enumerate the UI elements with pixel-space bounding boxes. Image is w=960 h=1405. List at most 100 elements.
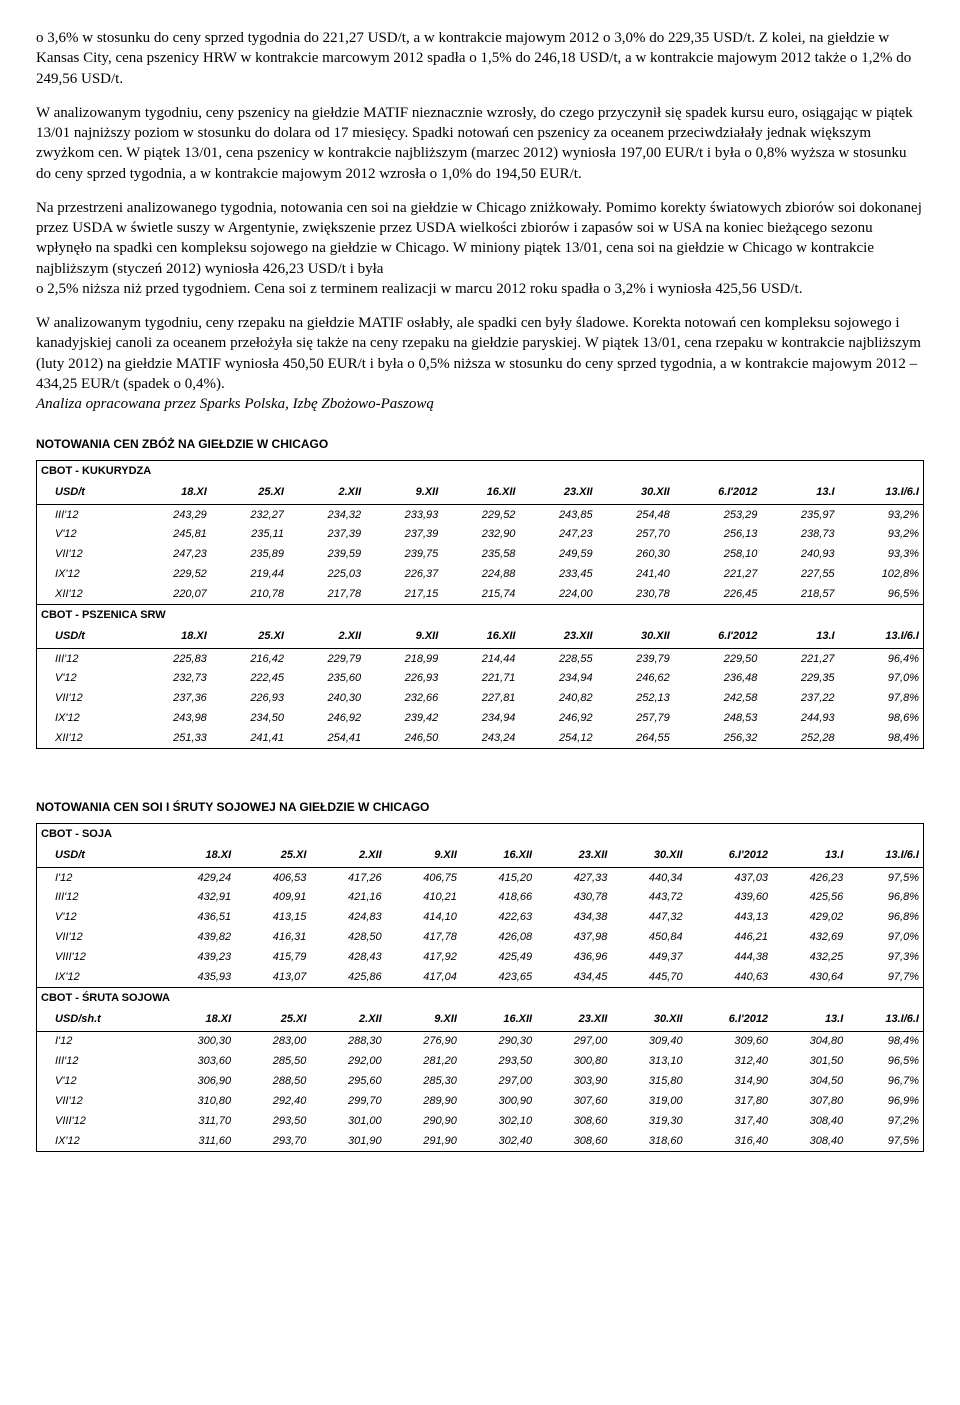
cell-value: 257,79: [597, 709, 674, 729]
cell-value: 235,97: [761, 505, 838, 525]
cell-value: 246,92: [519, 709, 596, 729]
cell-value: 447,32: [611, 908, 686, 928]
cell-value: 444,38: [687, 948, 772, 968]
cell-value: 417,92: [386, 948, 461, 968]
row-month: VII'12: [37, 928, 160, 948]
cell-value: 221,71: [442, 669, 519, 689]
table-row: III'12432,91409,91421,16410,21418,66430,…: [37, 888, 924, 908]
cell-value: 414,10: [386, 908, 461, 928]
cell-value: 225,83: [134, 649, 211, 669]
cell-value: 443,13: [687, 908, 772, 928]
cell-value: 293,70: [235, 1131, 310, 1151]
cell-value: 406,75: [386, 868, 461, 888]
cell-value: 291,90: [386, 1131, 461, 1151]
cell-value: 435,93: [160, 967, 235, 987]
cell-value: 214,44: [442, 649, 519, 669]
cell-value: 226,45: [674, 585, 762, 605]
cell-value: 243,85: [519, 505, 596, 525]
unit-soy: USD/t: [37, 844, 160, 867]
cell-value: 415,79: [235, 948, 310, 968]
cell-value: 406,53: [235, 868, 310, 888]
cell-value: 440,63: [687, 967, 772, 987]
cell-value: 97,7%: [847, 967, 923, 987]
label-cbot-wheat: CBOT - PSZENICA SRW: [37, 605, 924, 625]
cell-value: 241,41: [211, 728, 288, 748]
cell-value: 229,50: [674, 649, 762, 669]
cell-value: 234,94: [442, 709, 519, 729]
cell-value: 217,15: [365, 585, 442, 605]
cell-value: 426,23: [772, 868, 847, 888]
cell-value: 409,91: [235, 888, 310, 908]
cell-value: 432,69: [772, 928, 847, 948]
cell-value: 425,56: [772, 888, 847, 908]
cell-value: 302,40: [461, 1131, 536, 1151]
cell-value: 218,57: [761, 585, 838, 605]
table-row: XII'12220,07210,78217,78217,15215,74224,…: [37, 585, 924, 605]
row-month: VII'12: [37, 689, 134, 709]
label-cbot-soy: CBOT - SOJA: [37, 824, 924, 844]
row-month: IX'12: [37, 967, 160, 987]
cell-value: 437,03: [687, 868, 772, 888]
cell-value: 300,90: [461, 1091, 536, 1111]
table-row: VII'12237,36226,93240,30232,66227,81240,…: [37, 689, 924, 709]
cell-value: 308,60: [536, 1111, 611, 1131]
cell-value: 93,2%: [839, 505, 924, 525]
cell-value: 257,70: [597, 525, 674, 545]
cell-value: 237,36: [134, 689, 211, 709]
cell-value: 239,79: [597, 649, 674, 669]
cell-value: 304,80: [772, 1031, 847, 1051]
cell-value: 244,93: [761, 709, 838, 729]
paragraph-5: W analizowanym tygodniu, ceny rzepaku na…: [36, 313, 924, 394]
row-month: III'12: [37, 505, 134, 525]
table-row: V'12436,51413,15424,83414,10422,63434,38…: [37, 908, 924, 928]
cell-value: 234,50: [211, 709, 288, 729]
label-cbot-meal: CBOT - ŚRUTA SOJOWA: [37, 988, 924, 1008]
cell-value: 308,40: [772, 1111, 847, 1131]
cell-value: 97,0%: [847, 928, 923, 948]
label-cbot-corn: CBOT - KUKURYDZA: [37, 461, 924, 481]
cell-value: 235,60: [288, 669, 365, 689]
cell-value: 422,63: [461, 908, 536, 928]
cell-value: 264,55: [597, 728, 674, 748]
cell-value: 313,10: [611, 1052, 686, 1072]
row-month: I'12: [37, 868, 160, 888]
row-month: IX'12: [37, 565, 134, 585]
cell-value: 410,21: [386, 888, 461, 908]
table-row: IX'12435,93413,07425,86417,04423,65434,4…: [37, 967, 924, 987]
cell-value: 254,12: [519, 728, 596, 748]
cell-value: 292,40: [235, 1091, 310, 1111]
cell-value: 311,70: [160, 1111, 235, 1131]
cell-value: 243,98: [134, 709, 211, 729]
cell-value: 428,50: [310, 928, 385, 948]
cell-value: 297,00: [536, 1031, 611, 1051]
cell-value: 256,32: [674, 728, 762, 748]
cell-value: 418,66: [461, 888, 536, 908]
cell-value: 221,27: [761, 649, 838, 669]
table-row: V'12306,90288,50295,60285,30297,00303,90…: [37, 1072, 924, 1092]
paragraph-1: o 3,6% w stosunku do ceny sprzed tygodni…: [36, 28, 924, 89]
paragraph-3: Na przestrzeni analizowanego tygodnia, n…: [36, 198, 924, 279]
cell-value: 246,92: [288, 709, 365, 729]
cell-value: 276,90: [386, 1031, 461, 1051]
cell-value: 243,29: [134, 505, 211, 525]
cell-value: 252,13: [597, 689, 674, 709]
cell-value: 97,5%: [847, 868, 923, 888]
cell-value: 233,93: [365, 505, 442, 525]
cell-value: 229,35: [761, 669, 838, 689]
cell-value: 226,93: [211, 689, 288, 709]
cell-value: 234,32: [288, 505, 365, 525]
cell-value: 237,39: [288, 525, 365, 545]
row-month: IX'12: [37, 1131, 160, 1151]
cell-value: 227,55: [761, 565, 838, 585]
cell-value: 239,42: [365, 709, 442, 729]
cell-value: 311,60: [160, 1131, 235, 1151]
cell-value: 317,80: [687, 1091, 772, 1111]
cell-value: 439,82: [160, 928, 235, 948]
cell-value: 237,39: [365, 525, 442, 545]
cell-value: 417,78: [386, 928, 461, 948]
cell-value: 232,66: [365, 689, 442, 709]
table-row: III'12303,60285,50292,00281,20293,50300,…: [37, 1052, 924, 1072]
cell-value: 233,45: [519, 565, 596, 585]
row-month: I'12: [37, 1031, 160, 1051]
cell-value: 439,23: [160, 948, 235, 968]
